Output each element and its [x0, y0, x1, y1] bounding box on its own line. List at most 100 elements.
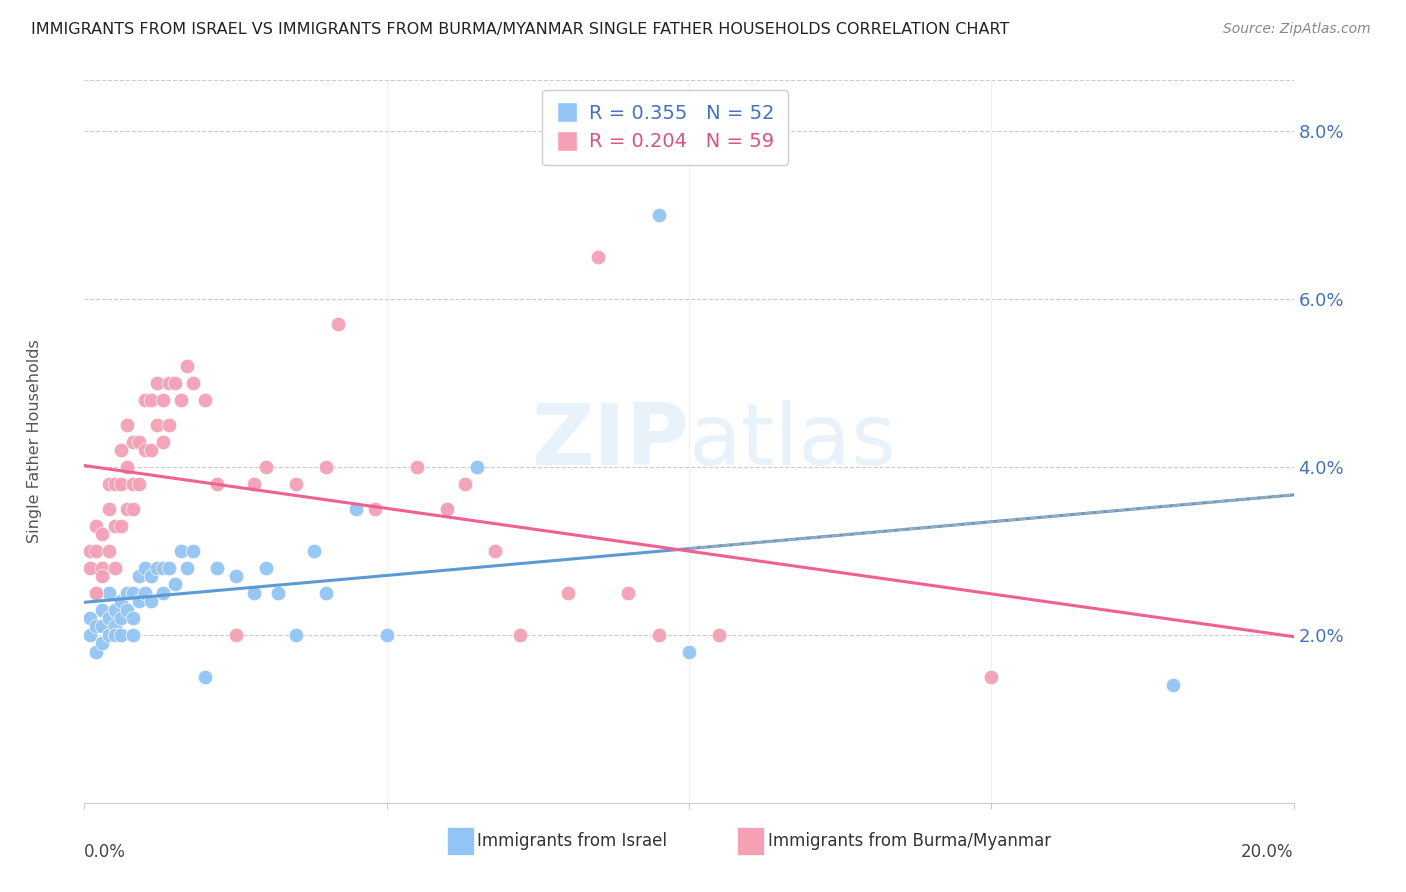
Point	[617, 586, 640, 600]
Point	[146, 417, 169, 432]
Point	[315, 586, 337, 600]
Point	[91, 569, 114, 583]
Point	[115, 459, 138, 474]
Point	[152, 586, 174, 600]
Point	[207, 560, 229, 574]
Point	[128, 594, 150, 608]
Point	[110, 518, 132, 533]
Text: Immigrants from Burma/Myanmar: Immigrants from Burma/Myanmar	[768, 832, 1050, 850]
Point	[91, 560, 114, 574]
Point	[86, 586, 108, 600]
Point	[375, 628, 398, 642]
Point	[285, 476, 308, 491]
Point	[91, 602, 114, 616]
Point	[157, 417, 180, 432]
Point	[121, 628, 143, 642]
Point	[110, 442, 132, 457]
Point	[104, 619, 127, 633]
Point	[91, 619, 114, 633]
Point	[709, 628, 731, 642]
Point	[254, 459, 277, 474]
Point	[97, 543, 120, 558]
Point	[139, 569, 162, 583]
Point	[363, 501, 385, 516]
Text: atlas: atlas	[689, 400, 897, 483]
Point	[346, 501, 368, 516]
Point	[139, 392, 162, 407]
Point	[121, 611, 143, 625]
Legend: R = 0.355   N = 52, R = 0.204   N = 59: R = 0.355 N = 52, R = 0.204 N = 59	[541, 90, 787, 165]
Point	[86, 644, 108, 658]
Text: Single Father Households: Single Father Households	[27, 340, 42, 543]
Point	[648, 208, 671, 222]
Point	[152, 392, 174, 407]
Point	[484, 543, 506, 558]
Point	[267, 586, 290, 600]
Point	[86, 518, 108, 533]
Point	[134, 392, 156, 407]
Point	[648, 628, 671, 642]
Point	[165, 577, 187, 591]
Point	[980, 670, 1002, 684]
Point	[79, 611, 101, 625]
Point	[104, 602, 127, 616]
Text: 20.0%: 20.0%	[1241, 843, 1294, 861]
Point	[110, 476, 132, 491]
Point	[194, 670, 217, 684]
Point	[121, 434, 143, 449]
Point	[328, 317, 350, 331]
Point	[91, 636, 114, 650]
Point	[157, 376, 180, 390]
Point	[242, 586, 264, 600]
Point	[194, 392, 217, 407]
Point	[254, 560, 277, 574]
Point	[134, 560, 156, 574]
Point	[104, 476, 127, 491]
Point	[588, 250, 610, 264]
Point	[170, 543, 193, 558]
Point	[152, 434, 174, 449]
Point	[176, 359, 198, 373]
Point	[121, 586, 143, 600]
FancyBboxPatch shape	[737, 828, 763, 855]
Point	[97, 586, 120, 600]
Text: Source: ZipAtlas.com: Source: ZipAtlas.com	[1223, 22, 1371, 37]
Point	[121, 476, 143, 491]
Point	[110, 628, 132, 642]
Point	[152, 560, 174, 574]
Point	[436, 501, 458, 516]
FancyBboxPatch shape	[447, 828, 474, 855]
Point	[1161, 678, 1184, 692]
Point	[97, 611, 120, 625]
Point	[97, 628, 120, 642]
Point	[285, 628, 308, 642]
Point	[97, 476, 120, 491]
Point	[165, 376, 187, 390]
Point	[454, 476, 477, 491]
Text: Immigrants from Israel: Immigrants from Israel	[478, 832, 668, 850]
Point	[128, 476, 150, 491]
Text: ZIP: ZIP	[531, 400, 689, 483]
Point	[157, 560, 180, 574]
Point	[146, 376, 169, 390]
Point	[170, 392, 193, 407]
Point	[181, 543, 204, 558]
Point	[242, 476, 264, 491]
Point	[115, 602, 138, 616]
Point	[86, 586, 108, 600]
Point	[315, 459, 337, 474]
Point	[176, 560, 198, 574]
Point	[207, 476, 229, 491]
Point	[79, 560, 101, 574]
Text: IMMIGRANTS FROM ISRAEL VS IMMIGRANTS FROM BURMA/MYANMAR SINGLE FATHER HOUSEHOLDS: IMMIGRANTS FROM ISRAEL VS IMMIGRANTS FRO…	[31, 22, 1010, 37]
Point	[134, 586, 156, 600]
Point	[225, 628, 247, 642]
Point	[104, 560, 127, 574]
Point	[134, 442, 156, 457]
Point	[139, 594, 162, 608]
Point	[97, 501, 120, 516]
Point	[121, 501, 143, 516]
Point	[467, 459, 489, 474]
Text: 0.0%: 0.0%	[84, 843, 127, 861]
Point	[509, 628, 531, 642]
